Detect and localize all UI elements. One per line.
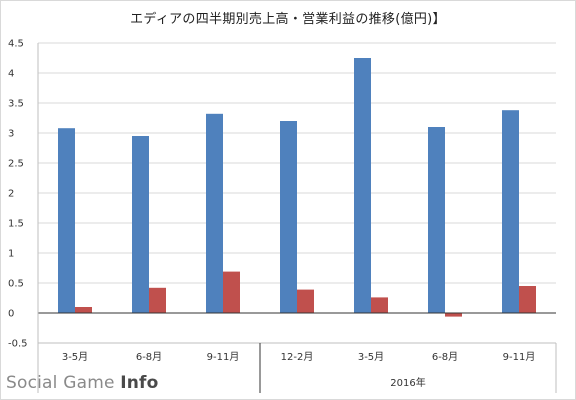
bar-series-1 — [354, 58, 371, 313]
bar-series-2 — [149, 287, 166, 313]
x-category-label: 3-5月 — [62, 351, 88, 363]
watermark-text-1: Social Game — [6, 373, 121, 393]
y-tick-label: 4 — [8, 69, 14, 80]
watermark-logo: Social Game Info — [6, 373, 159, 393]
y-tick-label: -0.5 — [8, 339, 28, 350]
year-group-label: 2016年 — [390, 376, 425, 389]
y-tick-label: 0.5 — [8, 279, 24, 290]
y-axis-ticks: 4.5 4 3.5 3 2.5 2 1.5 1 0.5 0 -0.5 — [8, 39, 28, 350]
bar-series-1 — [58, 128, 75, 313]
bars — [58, 58, 536, 317]
x-category-label: 3-5月 — [358, 351, 384, 363]
x-category-label: 12-2月 — [281, 351, 314, 363]
bar-series-2 — [519, 286, 536, 313]
y-tick-label: 1.5 — [8, 219, 24, 230]
bar-series-2 — [75, 307, 92, 313]
bar-series-1 — [428, 127, 445, 313]
bar-series-1 — [206, 113, 223, 313]
y-tick-label: 1 — [8, 249, 14, 260]
bar-series-2 — [371, 297, 388, 313]
x-axis-categories: 3-5月 6-8月 9-11月 12-2月 3-5月 6-8月 9-11月 — [62, 351, 536, 363]
y-tick-label: 4.5 — [8, 39, 24, 50]
category-separators — [37, 43, 557, 393]
bar-series-2 — [445, 313, 462, 317]
y-tick-label: 2.5 — [8, 159, 24, 170]
bar-series-2 — [297, 289, 314, 313]
bar-series-1 — [132, 136, 149, 313]
x-category-label: 6-8月 — [432, 351, 458, 363]
y-tick-label: 0 — [8, 309, 14, 320]
bar-series-1 — [502, 110, 519, 313]
y-tick-label: 3 — [8, 129, 14, 140]
watermark-text-2: Info — [120, 373, 159, 393]
x-category-label: 6-8月 — [136, 351, 162, 363]
x-category-label: 9-11月 — [207, 351, 240, 363]
bar-series-2 — [223, 271, 240, 313]
chart-title: エディアの四半期別売上高・営業利益の推移(億円)】 — [130, 12, 446, 27]
bar-series-1 — [280, 121, 297, 313]
x-category-label: 9-11月 — [503, 351, 536, 363]
y-tick-label: 3.5 — [8, 99, 24, 110]
y-tick-label: 2 — [8, 189, 14, 200]
